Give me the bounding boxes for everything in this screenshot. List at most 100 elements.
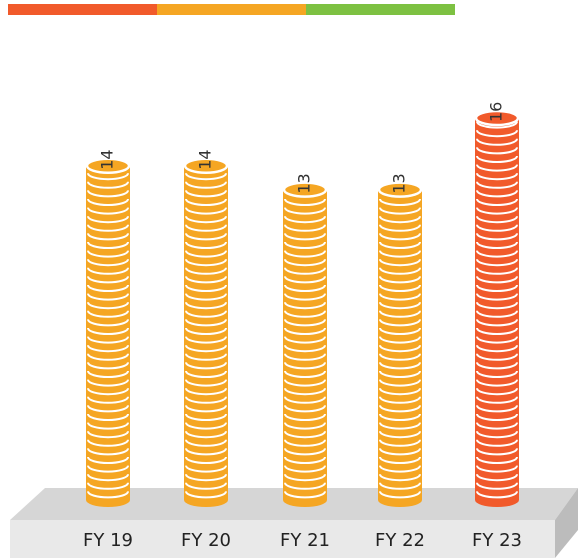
coin-edge bbox=[476, 276, 518, 284]
coin-edge bbox=[185, 405, 227, 413]
coin-edge bbox=[284, 198, 326, 206]
coin-edge bbox=[185, 224, 227, 232]
coin-edge bbox=[476, 362, 518, 370]
coin-edge bbox=[379, 233, 421, 241]
coin-edge bbox=[185, 250, 227, 258]
coin-edge bbox=[476, 233, 518, 241]
coin-edge bbox=[379, 215, 421, 224]
coin-edge bbox=[476, 155, 518, 163]
coin-edge bbox=[284, 267, 326, 275]
coin-edge bbox=[476, 465, 518, 473]
coin-edge bbox=[284, 465, 326, 473]
coin-edge bbox=[284, 233, 326, 241]
coin-edge bbox=[284, 215, 326, 224]
coin-top bbox=[474, 109, 520, 127]
coin-edge bbox=[379, 491, 421, 499]
coin-edge bbox=[284, 241, 326, 249]
coin-edge bbox=[476, 439, 518, 447]
coin-edge bbox=[87, 353, 129, 361]
coin-edge bbox=[185, 439, 227, 447]
coin-edge bbox=[476, 190, 518, 198]
coin-edge bbox=[476, 473, 518, 482]
coin-edge bbox=[87, 284, 129, 292]
coin-edge bbox=[87, 215, 129, 224]
coin-edge bbox=[476, 267, 518, 275]
coin-edge bbox=[87, 430, 129, 439]
value-label: 14 bbox=[196, 149, 215, 169]
coin-edge bbox=[185, 370, 227, 378]
x-tick-label: FY 20 bbox=[181, 530, 231, 551]
x-tick-label: FY 23 bbox=[472, 530, 522, 551]
coin-edge bbox=[87, 319, 129, 327]
coin-edge bbox=[379, 473, 421, 482]
coin-edge bbox=[87, 310, 129, 318]
coin-edge bbox=[87, 224, 129, 232]
coin-edge bbox=[185, 241, 227, 249]
coin-edge bbox=[476, 422, 518, 430]
coin-edge bbox=[185, 387, 227, 396]
coin-edge bbox=[185, 198, 227, 206]
coin-edge bbox=[379, 267, 421, 275]
coin-edge bbox=[379, 362, 421, 370]
coin-edge bbox=[284, 456, 326, 464]
coin-edge bbox=[284, 327, 326, 335]
coin-edge bbox=[87, 267, 129, 275]
coin-edge bbox=[87, 258, 129, 267]
coin-edge bbox=[87, 448, 129, 456]
coin-edge bbox=[87, 327, 129, 335]
stripe bbox=[8, 4, 157, 15]
coin-edge bbox=[476, 353, 518, 361]
coin-edge bbox=[284, 396, 326, 404]
value-label: 13 bbox=[295, 173, 314, 193]
coin-edge bbox=[284, 422, 326, 430]
coin-edge bbox=[185, 293, 227, 301]
coin-edge bbox=[284, 439, 326, 447]
coin-edge bbox=[185, 258, 227, 267]
coin-stack bbox=[474, 109, 520, 507]
coin-edge bbox=[87, 439, 129, 447]
coin-edge bbox=[379, 241, 421, 249]
coin-edge bbox=[185, 344, 227, 353]
coin-edge bbox=[284, 448, 326, 456]
coin-edge bbox=[476, 258, 518, 267]
coin-edge bbox=[379, 353, 421, 361]
coin-top bbox=[377, 181, 423, 198]
coin-edge bbox=[284, 207, 326, 215]
coin-edge bbox=[379, 482, 421, 490]
coin-edge bbox=[185, 396, 227, 404]
coin-edge bbox=[185, 413, 227, 421]
coin-edge bbox=[476, 413, 518, 421]
coin-edge bbox=[476, 129, 518, 138]
coin-edge bbox=[284, 284, 326, 292]
coin-body bbox=[283, 189, 327, 500]
coin-edge bbox=[284, 276, 326, 284]
coin-edge bbox=[379, 301, 421, 310]
coin-edge bbox=[476, 301, 518, 310]
coin-edge bbox=[476, 482, 518, 490]
coin-edge bbox=[379, 198, 421, 206]
coin-edge bbox=[284, 370, 326, 378]
coin-stack bbox=[85, 157, 131, 507]
coin-edge bbox=[476, 198, 518, 206]
coin-edge bbox=[476, 336, 518, 344]
coin-edge bbox=[185, 327, 227, 335]
x-tick-label: FY 22 bbox=[375, 530, 425, 551]
coin-edge bbox=[379, 413, 421, 421]
coin-edge bbox=[284, 379, 326, 387]
coin-edge bbox=[185, 456, 227, 464]
coin-edge bbox=[87, 362, 129, 370]
coin-edge bbox=[185, 379, 227, 387]
coin-edge bbox=[87, 276, 129, 284]
coin-edge bbox=[185, 215, 227, 224]
platform-front bbox=[10, 520, 555, 558]
coin-edge bbox=[379, 448, 421, 456]
coin-edge bbox=[284, 387, 326, 396]
coin-edge bbox=[476, 344, 518, 353]
coin-edge bbox=[379, 319, 421, 327]
coin-edge bbox=[379, 379, 421, 387]
coin-edge bbox=[185, 267, 227, 275]
coin-edge bbox=[379, 224, 421, 232]
coin-top bbox=[183, 157, 229, 174]
